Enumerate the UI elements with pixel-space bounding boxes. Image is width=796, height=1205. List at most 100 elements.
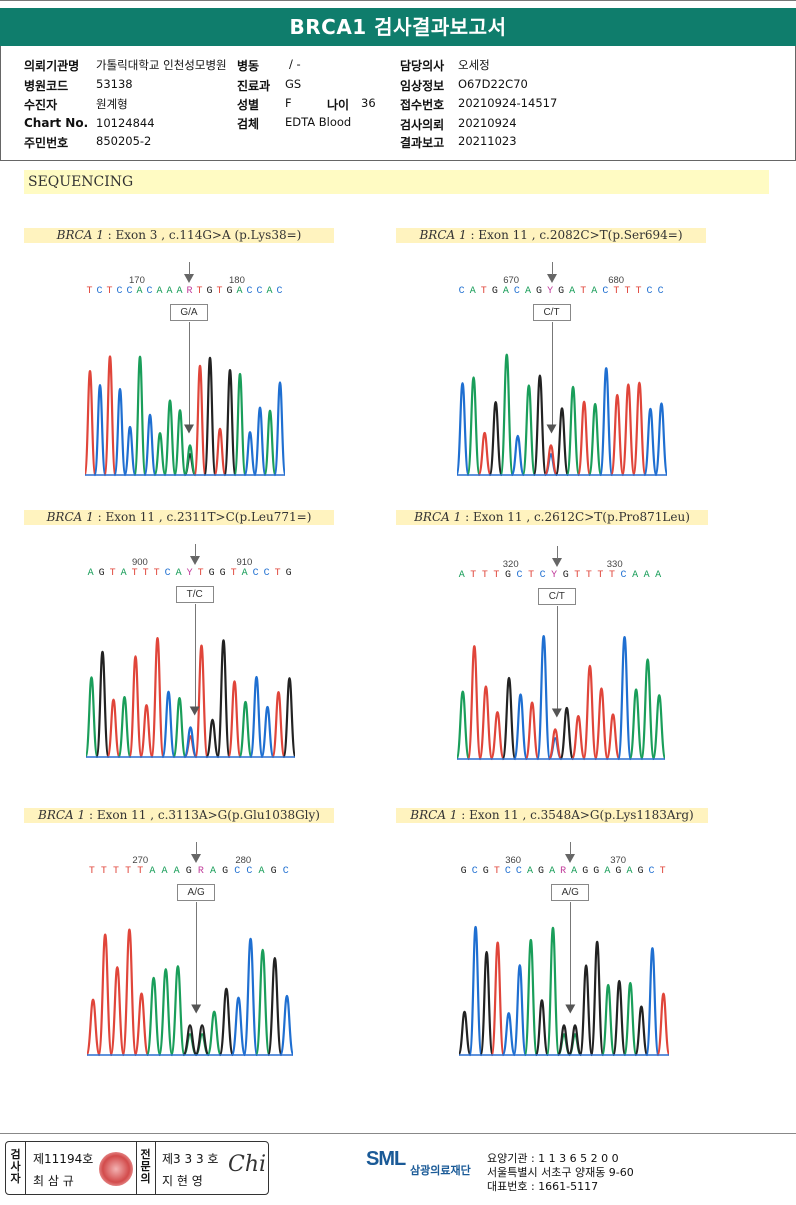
peak <box>265 411 276 475</box>
peak <box>125 427 136 475</box>
chromatogram-1: 170 180 T C T C C A C A A A R T G T G A C C A C G/A <box>85 272 285 478</box>
peak <box>145 415 156 475</box>
position-tick: 360 <box>505 855 521 866</box>
peak <box>646 948 658 1055</box>
peak <box>578 402 590 475</box>
base-call: A <box>604 866 610 877</box>
base-call: A <box>258 866 264 877</box>
base-call: A <box>210 866 216 877</box>
base-call: T <box>143 568 149 579</box>
base-call: G <box>615 866 621 877</box>
base-call: T <box>198 568 204 579</box>
specialist-label: 전 문 의 <box>139 1149 152 1185</box>
peak <box>602 985 614 1055</box>
chromatogram-peaks <box>85 330 285 478</box>
base-call: G <box>271 866 277 877</box>
peak <box>275 382 286 475</box>
base-call: G <box>492 286 498 297</box>
base-call: R <box>560 866 566 877</box>
position-tick: 170 <box>129 275 145 286</box>
variant-peak-arrow-icon <box>552 709 562 718</box>
variant-peak-arrow-icon <box>565 1005 575 1014</box>
base-call: T <box>87 286 93 297</box>
variant-stem <box>189 262 190 275</box>
variant-stem <box>557 546 558 559</box>
base-call: A <box>177 286 183 297</box>
base-call: A <box>644 570 650 581</box>
divider <box>136 1142 137 1194</box>
base-call: T <box>89 866 95 877</box>
peak <box>162 692 174 757</box>
peak <box>595 688 608 759</box>
position-tick: 900 <box>132 557 148 568</box>
frame-left <box>0 46 1 160</box>
peak <box>622 384 634 475</box>
zygosity-label: T/C <box>176 586 214 603</box>
position-tick: 910 <box>236 557 252 568</box>
foundation-name: 삼광의료재단 <box>410 1162 471 1178</box>
base-call: T <box>101 866 107 877</box>
age: 나이 36 <box>327 96 349 113</box>
base-call: G <box>483 866 489 877</box>
base-call: T <box>197 286 203 297</box>
peak <box>580 965 592 1055</box>
position-tick: 330 <box>607 559 623 570</box>
base-call: A <box>626 866 632 877</box>
base-call: A <box>459 570 465 581</box>
report-date: 결과보고 20211023 <box>400 134 444 151</box>
base-call: R <box>187 286 193 297</box>
panel-2-caption: BRCA 1 : Exon 11 , c.2082C>T(p.Ser694=) <box>396 228 706 243</box>
peak <box>135 357 146 475</box>
peak <box>220 989 233 1055</box>
peak <box>624 983 636 1055</box>
divider <box>155 1142 156 1194</box>
base-call: A <box>88 568 94 579</box>
department: 진료과 GS <box>237 77 270 94</box>
base-call: C <box>117 286 123 297</box>
peak <box>195 1025 208 1055</box>
base-call: A <box>137 286 143 297</box>
peak <box>171 966 184 1055</box>
peak <box>239 702 251 757</box>
position-tick: 370 <box>610 855 626 866</box>
peak <box>635 1007 647 1055</box>
receipt-no: 접수번호 20210924-14517 <box>400 96 444 113</box>
base-call: C <box>97 286 103 297</box>
sml-logo: SML <box>366 1148 405 1171</box>
variant-stem <box>552 262 553 275</box>
base-call: T <box>113 866 119 877</box>
peak <box>600 368 612 475</box>
info-divider <box>0 160 796 161</box>
peak <box>591 942 603 1055</box>
base-call: A <box>632 570 638 581</box>
peak <box>268 958 281 1055</box>
peak <box>514 695 527 759</box>
peak <box>86 677 98 757</box>
chromatogram-6: 360 370 G C G T C C A G A R A G G A G A G C T A/G <box>459 852 669 1058</box>
peak <box>514 965 526 1055</box>
base-call: A <box>571 866 577 877</box>
peak <box>85 371 96 475</box>
inspector-name: 최 삼 규 <box>33 1172 74 1189</box>
peak <box>115 389 126 475</box>
chromatogram-2: 670 680 C A T G A C A G Y G A T A C T T T C C C/T <box>457 272 667 478</box>
peak <box>140 705 152 757</box>
chromatogram-3: 900 910 A G T A T T T C A Y T G G T A C C T G T/C <box>86 554 295 760</box>
variant-stem <box>570 842 571 855</box>
sex: 성별 F <box>237 96 259 113</box>
base-call: A <box>470 286 476 297</box>
peak <box>217 640 229 757</box>
peak <box>572 716 585 759</box>
peak <box>232 998 245 1055</box>
base-call: G <box>222 866 228 877</box>
base-call: A <box>591 286 597 297</box>
request-date: 검사의뢰 20210924 <box>400 116 444 133</box>
peak <box>96 652 108 757</box>
peak <box>244 939 257 1055</box>
peak <box>175 410 186 475</box>
peak <box>657 994 669 1055</box>
base-call: T <box>110 568 116 579</box>
base-call: G <box>558 286 564 297</box>
peak <box>468 646 481 759</box>
base-call: T <box>580 286 586 297</box>
